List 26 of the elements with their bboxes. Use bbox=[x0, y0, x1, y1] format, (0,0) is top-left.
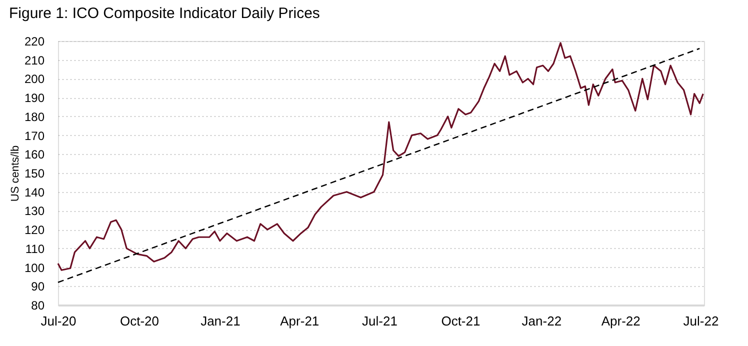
y-tick-label: 200 bbox=[24, 72, 45, 86]
y-tick-label: 190 bbox=[24, 91, 45, 106]
x-tick-label: Jul-21 bbox=[362, 314, 398, 328]
y-tick-label: 210 bbox=[24, 53, 45, 68]
x-tick-label: Jul-20 bbox=[40, 314, 76, 328]
x-tick-label: Oct-20 bbox=[120, 314, 159, 328]
y-tick-label: 170 bbox=[24, 128, 45, 143]
y-axis-title: US cents/lb bbox=[9, 145, 22, 202]
y-tick-label: 130 bbox=[24, 204, 45, 218]
x-tick-label: Jan-21 bbox=[200, 314, 240, 328]
x-tick-label: Apr-22 bbox=[601, 314, 640, 328]
y-tick-label: 80 bbox=[31, 298, 45, 312]
y-tick-label: 150 bbox=[24, 166, 45, 180]
y-tick-label: 100 bbox=[24, 260, 45, 275]
y-tick-label: 160 bbox=[24, 148, 45, 162]
y-tick-label: 180 bbox=[24, 110, 45, 124]
x-tick-label: Jul-22 bbox=[683, 314, 719, 328]
x-tick-label: Jan-22 bbox=[522, 314, 562, 328]
y-tick-label: 120 bbox=[24, 223, 45, 238]
y-tick-label: 220 bbox=[24, 34, 45, 48]
y-tick-label: 90 bbox=[31, 280, 45, 294]
x-tick-label: Oct-21 bbox=[441, 314, 480, 328]
chart-title: Figure 1: ICO Composite Indicator Daily Prices bbox=[8, 5, 320, 22]
x-tick-label: Apr-21 bbox=[280, 314, 320, 328]
y-tick-label: 110 bbox=[25, 242, 45, 256]
y-tick-label: 140 bbox=[24, 185, 45, 200]
